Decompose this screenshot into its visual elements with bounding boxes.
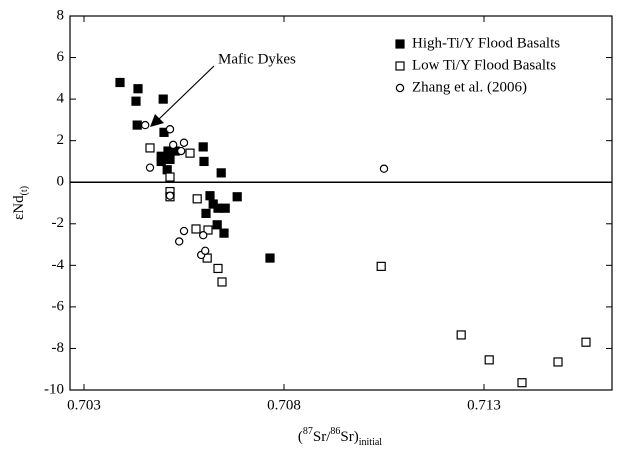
- annotation: Mafic Dykes: [218, 51, 296, 67]
- point: [165, 172, 175, 182]
- x-tick-label: 0.703: [67, 397, 101, 413]
- point: [192, 194, 202, 204]
- point: [517, 378, 527, 388]
- y-tick-label: -8: [52, 340, 65, 356]
- x-tick-label: 0.713: [467, 397, 501, 413]
- point: [376, 261, 386, 271]
- point: [265, 253, 275, 263]
- point: [176, 146, 186, 156]
- point: [156, 156, 166, 167]
- point: [168, 140, 178, 150]
- y-tick-label: -2: [52, 215, 65, 231]
- point: [165, 125, 175, 134]
- x-label-part: 87: [303, 426, 313, 437]
- point: [145, 163, 155, 172]
- point: [133, 84, 143, 94]
- point: [185, 148, 195, 158]
- y-axis-label: εNd(t): [11, 186, 30, 220]
- y-label-part: (t): [19, 186, 30, 195]
- point: [198, 142, 208, 152]
- legend-marker: [395, 39, 405, 49]
- point: [140, 120, 150, 130]
- annotation-arrow: [157, 65, 215, 121]
- point: [217, 277, 227, 287]
- point: [165, 191, 175, 200]
- point: [198, 231, 208, 240]
- y-label-part: εNd: [11, 195, 27, 220]
- point: [379, 164, 389, 173]
- point: [216, 168, 226, 178]
- point: [232, 192, 242, 202]
- legend-label: High-Ti/Y Flood Basalts: [412, 35, 560, 51]
- x-tick-label: 0.708: [267, 397, 301, 413]
- point: [145, 143, 155, 153]
- point: [203, 225, 213, 235]
- y-tick-label: -6: [52, 298, 65, 314]
- point: [179, 138, 189, 147]
- point: [115, 77, 125, 88]
- y-tick-label: 0: [57, 174, 65, 190]
- point: [191, 224, 201, 234]
- point: [131, 96, 141, 106]
- point: [213, 263, 223, 274]
- legend-label: Low Ti/Y Flood Basalts: [412, 57, 556, 73]
- annotation-arrowhead: [150, 114, 164, 127]
- x-axis-label: (87Sr/86Sr)initial: [298, 426, 382, 448]
- legend-marker: [395, 61, 405, 71]
- point: [553, 357, 563, 367]
- point: [158, 94, 168, 104]
- point: [199, 156, 209, 167]
- point: [132, 120, 142, 130]
- point: [581, 337, 591, 347]
- point: [179, 226, 189, 236]
- point: [220, 203, 230, 213]
- y-tick-label: -10: [44, 381, 64, 397]
- x-label-part: Sr/: [313, 429, 331, 445]
- y-tick-label: 4: [57, 91, 65, 107]
- x-label-part: initial: [359, 437, 383, 448]
- x-label-part: 86: [330, 426, 340, 437]
- y-tick-label: 6: [57, 49, 65, 65]
- y-tick-label: 2: [57, 132, 65, 148]
- point: [484, 355, 494, 365]
- point: [200, 246, 210, 255]
- point: [165, 154, 175, 164]
- point: [212, 220, 222, 230]
- x-label-part: (: [298, 429, 303, 445]
- point: [456, 330, 466, 340]
- legend-marker: [395, 83, 405, 93]
- y-tick-label: 8: [57, 7, 65, 23]
- y-tick-label: -4: [52, 257, 65, 273]
- point: [219, 228, 229, 238]
- legend-label: Zhang et al. (2006): [412, 79, 527, 95]
- point: [201, 208, 211, 218]
- plot-frame: [69, 15, 613, 391]
- point: [174, 237, 184, 246]
- x-label-part: Sr): [340, 429, 358, 445]
- point: [205, 191, 215, 201]
